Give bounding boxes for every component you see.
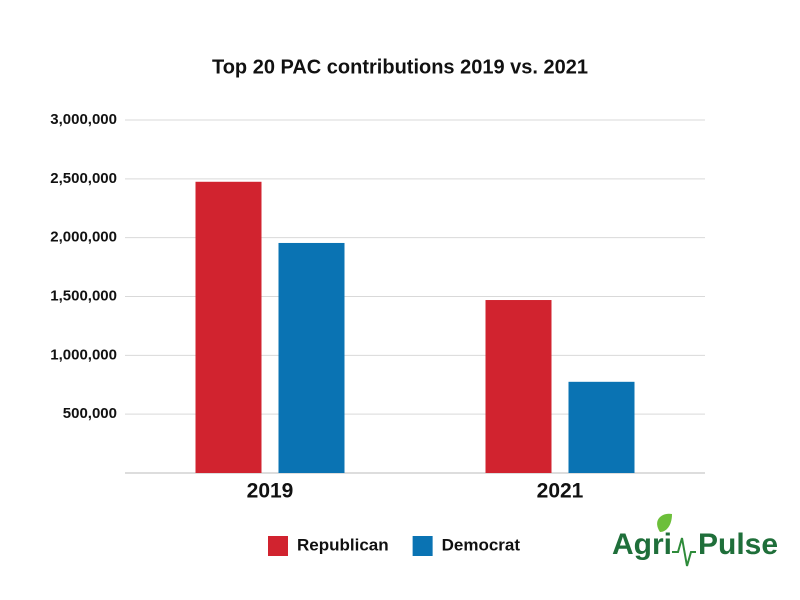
bar [485,300,552,473]
x-tick-label: 2021 [537,480,584,503]
bar [278,242,345,473]
legend-label: Republican [297,535,389,554]
chart-title: Top 20 PAC contributions 2019 vs. 2021 [212,56,588,78]
x-tick-label: 2019 [247,480,294,503]
bar [195,181,262,473]
logo-pulse [672,537,696,567]
legend-label: Democrat [442,535,521,554]
logo: Agri Pulse [612,513,778,567]
bar [568,381,635,473]
y-tick-label: 2,500,000 [50,170,117,187]
y-tick-label: 1,500,000 [50,287,117,304]
legend-swatch [268,536,288,556]
legend-swatch [412,536,433,556]
y-tick-label: 1,000,000 [50,346,117,363]
y-tick-label: 2,000,000 [50,229,117,246]
y-tick-label: 500,000 [63,405,117,422]
logo-right: Pulse [698,528,778,561]
y-tick-label: 3,000,000 [50,111,117,128]
logo-leaf [657,513,672,532]
logo-left: Agri [612,528,672,561]
